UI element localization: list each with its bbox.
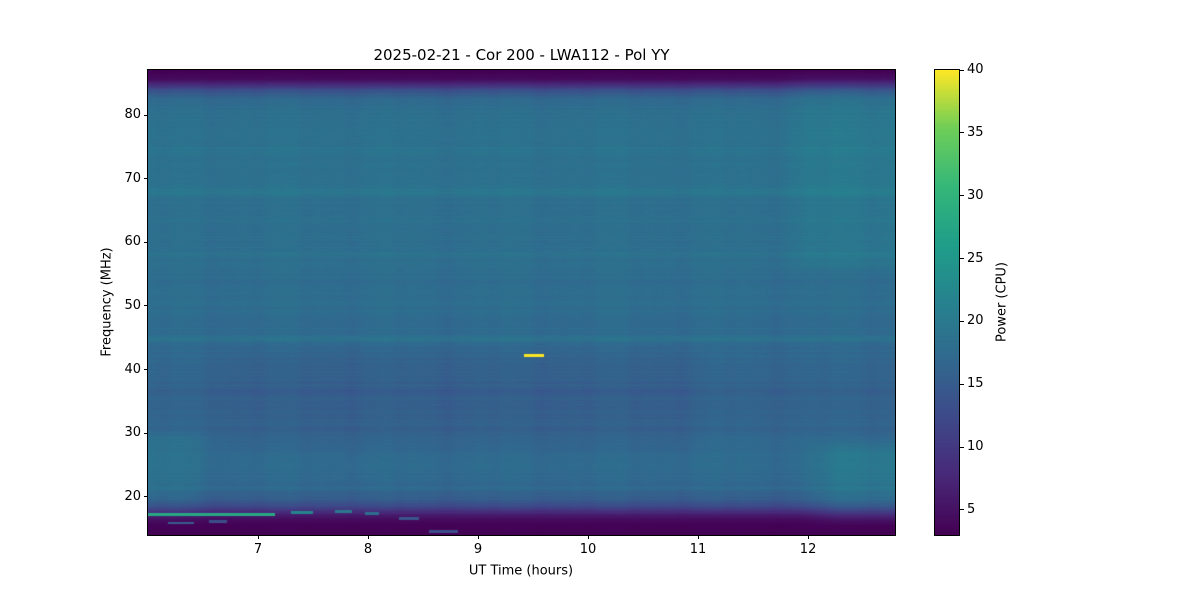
x-axis-label: UT Time (hours): [468, 563, 574, 579]
colorbar-tick-label: 15: [967, 376, 984, 392]
plot-title: 2025-02-21 - Cor 200 - LWA112 - Pol YY: [373, 46, 670, 64]
y-tick-mark: [144, 305, 148, 307]
x-tick-mark: [587, 535, 589, 539]
plot-area: [147, 69, 896, 536]
y-tick-mark: [144, 369, 148, 371]
y-tick-mark: [144, 432, 148, 434]
x-tick-mark: [807, 535, 809, 539]
colorbar-tick-mark: [960, 320, 964, 322]
x-tick-label: 12: [799, 542, 817, 557]
colorbar-tick-label: 25: [967, 250, 984, 266]
y-tick-label: 20: [124, 488, 141, 504]
colorbar-tick-mark: [960, 132, 964, 134]
colorbar-tick-mark: [960, 195, 964, 197]
colorbar-tick-mark: [960, 509, 964, 511]
colorbar-label: Power (CPU): [994, 261, 1010, 343]
x-tick-label: 10: [579, 542, 597, 557]
y-tick-mark: [144, 496, 148, 498]
colorbar-tick-label: 40: [967, 62, 984, 77]
x-tick-label: 11: [689, 542, 707, 557]
colorbar-tick-label: 30: [967, 187, 984, 203]
y-tick-label: 80: [124, 107, 141, 123]
colorbar-tick-label: 10: [967, 439, 984, 455]
colorbar-tick-label: 5: [967, 501, 976, 517]
y-tick-label: 40: [124, 361, 141, 377]
y-tick-mark: [144, 241, 148, 243]
x-tick-label: 7: [253, 542, 263, 557]
colorbar: [934, 69, 960, 536]
y-tick-label: 30: [124, 425, 141, 441]
x-tick-mark: [367, 535, 369, 539]
x-tick-mark: [477, 535, 479, 539]
x-tick-label: 9: [473, 542, 483, 557]
colorbar-tick-label: 20: [967, 313, 984, 329]
y-tick-label: 60: [124, 234, 141, 250]
colorbar-tick-mark: [960, 383, 964, 385]
y-tick-mark: [144, 178, 148, 180]
y-tick-label: 50: [124, 297, 141, 313]
y-tick-label: 70: [124, 170, 141, 186]
x-tick-mark: [257, 535, 259, 539]
colorbar-tick-label: 35: [967, 124, 984, 140]
colorbar-tick-mark: [960, 258, 964, 259]
colorbar-tick-mark: [960, 446, 964, 448]
colorbar-gradient: [935, 70, 959, 535]
colorbar-tick-mark: [960, 69, 964, 71]
y-tick-mark: [144, 114, 148, 116]
spectrogram-heatmap: [148, 70, 895, 535]
x-tick-label: 8: [363, 542, 373, 557]
x-tick-mark: [697, 535, 699, 539]
